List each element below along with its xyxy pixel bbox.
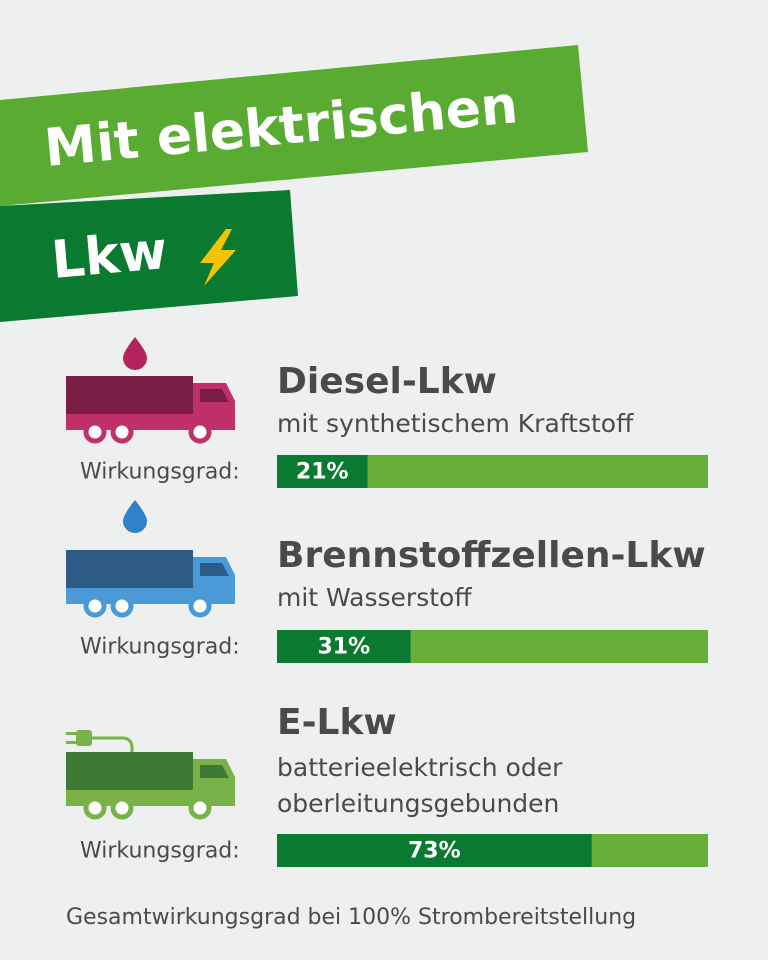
truck-icon	[66, 550, 235, 618]
bar-label: Wirkungsgrad:	[80, 460, 240, 485]
truck-window	[200, 563, 229, 576]
drop-icon	[123, 337, 147, 370]
truck-wheel	[83, 594, 107, 618]
title-line: Lkw	[49, 221, 170, 291]
value-label: 21%	[296, 460, 349, 485]
category-description: mit synthetischem Kraftstoff	[277, 409, 634, 438]
bar	[277, 630, 411, 663]
title-banner	[0, 190, 298, 322]
category-description: oberleitungsgebunden	[277, 789, 559, 818]
truck-wheel	[188, 796, 212, 820]
footnote: Gesamtwirkungsgrad bei 100% Strombereits…	[66, 905, 636, 930]
value-label: 73%	[408, 839, 461, 864]
truck-wheel	[188, 594, 212, 618]
truck-window	[200, 389, 229, 402]
truck-icon	[66, 752, 235, 820]
truck-wheel	[83, 796, 107, 820]
category-name: Brennstoffzellen-Lkw	[277, 535, 706, 576]
plug-cable	[92, 736, 134, 752]
truck-wheel	[110, 420, 134, 444]
truck-icon	[66, 376, 235, 444]
title-banner	[0, 45, 588, 206]
bar-label: Wirkungsgrad:	[80, 635, 240, 660]
category-name: E-Lkw	[277, 702, 397, 743]
bar	[277, 834, 592, 867]
bar	[277, 455, 368, 488]
bar-label: Wirkungsgrad:	[80, 839, 240, 864]
category-name: Diesel-Lkw	[277, 361, 497, 402]
lightning-icon	[200, 229, 236, 286]
plug-pin	[66, 732, 76, 735]
category-description: batterieelektrisch oder	[277, 753, 563, 782]
truck-wheel	[110, 594, 134, 618]
truck-cargo	[66, 550, 193, 588]
truck-cargo	[66, 752, 193, 790]
truck-wheel	[110, 796, 134, 820]
plug-body	[76, 730, 92, 746]
truck-window	[200, 765, 229, 778]
truck-wheel	[83, 420, 107, 444]
value-label: 31%	[317, 635, 370, 660]
drop-icon	[123, 500, 147, 533]
truck-cargo	[66, 376, 193, 414]
plug-pin	[66, 741, 76, 744]
truck-wheel	[188, 420, 212, 444]
category-description: mit Wasserstoff	[277, 583, 472, 612]
